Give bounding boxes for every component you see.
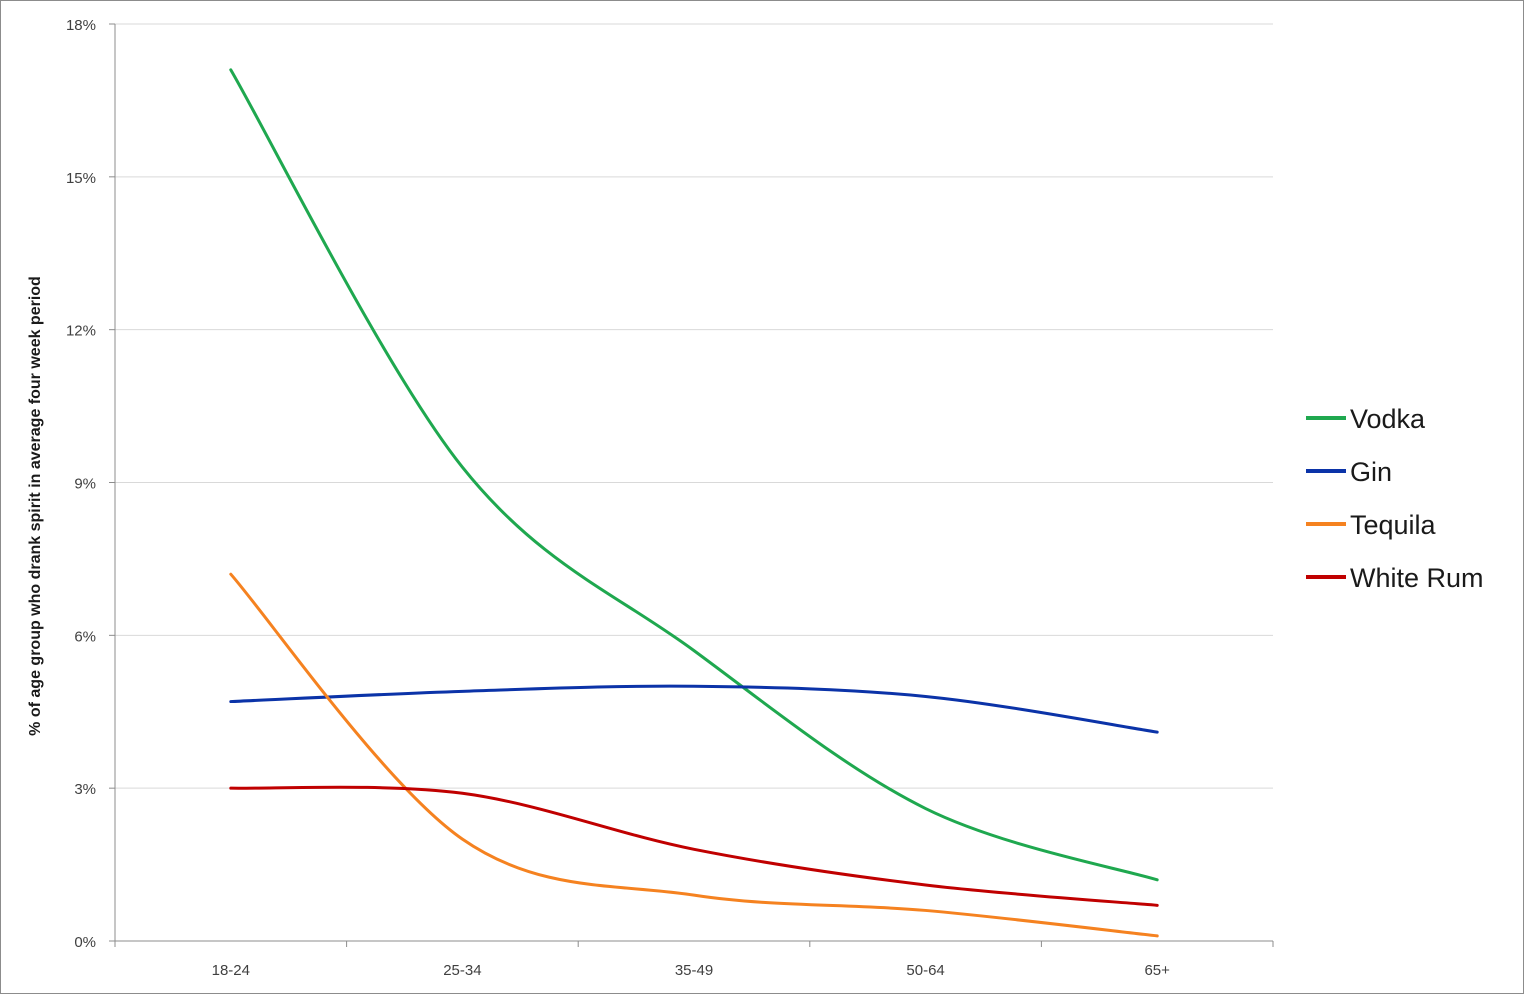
gridlines — [115, 23, 1273, 789]
x-tick-label: 50-64 — [906, 962, 944, 979]
y-tick-label: 18% — [66, 17, 96, 34]
series-line-white-rum — [229, 785, 1159, 907]
legend: Vodka Gin Tequila White Rum — [1306, 404, 1484, 593]
series-line-tequila — [229, 572, 1159, 938]
legend-label-gin: Gin — [1350, 457, 1392, 487]
x-tick-label: 35-49 — [675, 962, 713, 979]
y-tick-label: 15% — [66, 170, 96, 187]
legend-label-vodka: Vodka — [1350, 404, 1426, 434]
series-line-vodka — [229, 68, 1159, 882]
series-line-gin — [229, 684, 1159, 734]
legend-label-white-rum: White Rum — [1350, 563, 1484, 593]
x-axis-ticks: 18-24 25-34 35-49 50-64 65+ — [114, 941, 1274, 979]
x-tick-label: 65+ — [1144, 962, 1170, 979]
series-lines — [229, 68, 1159, 938]
legend-label-tequila: Tequila — [1350, 510, 1437, 540]
y-tick-label: 6% — [74, 628, 96, 645]
y-axis-title: % of age group who drank spirit in avera… — [27, 276, 44, 736]
y-axis-ticks: 0% 3% 6% 9% 12% 15% 18% — [66, 17, 115, 951]
x-tick-label: 18-24 — [212, 962, 250, 979]
x-tick-label: 25-34 — [443, 962, 481, 979]
y-tick-label: 0% — [74, 934, 96, 951]
y-tick-label: 12% — [66, 323, 96, 340]
y-tick-label: 9% — [74, 476, 96, 493]
y-tick-label: 3% — [74, 781, 96, 798]
